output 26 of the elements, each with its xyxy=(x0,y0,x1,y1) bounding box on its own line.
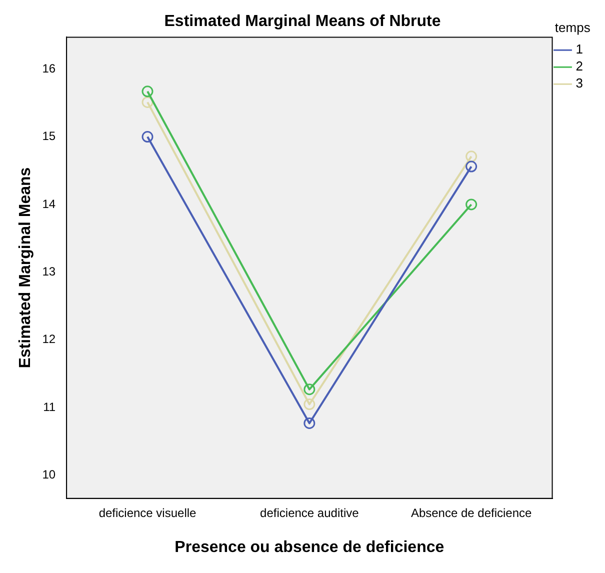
legend-label: 3 xyxy=(576,76,584,91)
x-tick-label: Absence de deficience xyxy=(410,506,532,520)
y-tick-label: 16 xyxy=(42,61,56,76)
legend-label: 1 xyxy=(576,42,584,57)
y-tick-label: 13 xyxy=(42,264,56,279)
point xyxy=(142,86,154,98)
point xyxy=(142,96,154,108)
point xyxy=(304,398,316,410)
x-tick-label: deficience auditive xyxy=(260,506,360,520)
x-axis-title: Presence ou absence de deficience xyxy=(174,538,444,556)
point xyxy=(142,131,154,143)
y-tick-label: 11 xyxy=(43,400,56,414)
y-axis-title: Estimated Marginal Means xyxy=(17,167,34,368)
y-tick-label: 10 xyxy=(42,468,56,482)
x-tick-label: deficience visuelle xyxy=(98,506,197,520)
point xyxy=(466,150,478,162)
y-tick-label: 12 xyxy=(42,332,56,346)
point xyxy=(466,198,478,210)
legend-label: 2 xyxy=(576,58,584,74)
point xyxy=(304,417,316,429)
y-tick-label: 14 xyxy=(42,196,56,211)
legend-title: temps xyxy=(554,20,591,36)
point xyxy=(466,160,478,172)
chart-title: Estimated Marginal Means of Nbrute xyxy=(164,13,441,30)
y-tick-label: 15 xyxy=(42,129,56,144)
point xyxy=(304,384,316,396)
